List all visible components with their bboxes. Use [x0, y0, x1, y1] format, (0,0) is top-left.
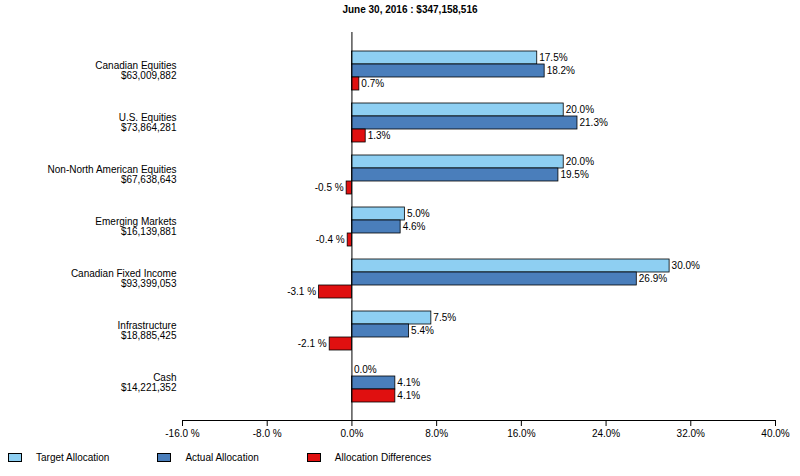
svg-text:Infrastructure$18,885,425: Infrastructure$18,885,425	[118, 320, 177, 341]
html-text:June 30, 2016 : $347,158,516: June 30, 2016 : $347,158,516	[342, 4, 478, 15]
svg-text:7.5%: 7.5%	[433, 312, 456, 323]
svg-text:0.0%: 0.0%	[354, 364, 377, 375]
svg-text:Non-North American Equities$67: Non-North American Equities$67,638,643	[48, 164, 177, 185]
svg-text:-16.0 %: -16.0 %	[165, 428, 200, 439]
html-text:Target Allocation: Target Allocation	[36, 451, 110, 463]
html-text:Actual Allocation: Actual Allocation	[185, 451, 259, 463]
svg-text:Canadian Equities$63,009,882: Canadian Equities$63,009,882	[95, 60, 177, 81]
svg-text:20.0%: 20.0%	[566, 104, 594, 115]
svg-text:26.9%: 26.9%	[639, 273, 667, 284]
svg-text:30.0%: 30.0%	[672, 260, 700, 271]
svg-text:-3.1 %: -3.1 %	[287, 286, 316, 297]
svg-text:18.2%: 18.2%	[547, 65, 575, 76]
svg-text:5.4%: 5.4%	[411, 325, 434, 336]
svg-text:4.1%: 4.1%	[397, 377, 420, 388]
svg-text:-0.5 %: -0.5 %	[315, 182, 344, 193]
svg-text:4.1%: 4.1%	[397, 390, 420, 401]
svg-text:Cash$14,221,352: Cash$14,221,352	[121, 372, 177, 393]
svg-text:0.7%: 0.7%	[361, 78, 384, 89]
svg-text:20.0%: 20.0%	[566, 156, 594, 167]
html-text:Allocation Differences: Allocation Differences	[334, 451, 432, 463]
svg-text:32.0%: 32.0%	[677, 428, 705, 439]
svg-text:0.0%: 0.0%	[341, 428, 364, 439]
svg-text:17.5%: 17.5%	[539, 52, 567, 63]
svg-text:Emerging Markets$16,139,881: Emerging Markets$16,139,881	[95, 216, 177, 237]
svg-text:16.0%: 16.0%	[507, 428, 535, 439]
svg-text:5.0%: 5.0%	[407, 208, 430, 219]
svg-text:-2.1 %: -2.1 %	[298, 338, 327, 349]
svg-text:U.S. Equities$73,864,281: U.S. Equities$73,864,281	[119, 112, 177, 133]
svg-text:19.5%: 19.5%	[560, 169, 588, 180]
svg-text:-8.0 %: -8.0 %	[253, 428, 282, 439]
svg-text:4.6%: 4.6%	[403, 221, 426, 232]
svg-text:40.0%: 40.0%	[761, 428, 789, 439]
svg-text:8.0%: 8.0%	[425, 428, 448, 439]
svg-text:Canadian Fixed Income$93,399,0: Canadian Fixed Income$93,399,053	[71, 268, 177, 289]
svg-text:-0.4 %: -0.4 %	[316, 234, 345, 245]
svg-text:21.3%: 21.3%	[579, 117, 607, 128]
svg-text:1.3%: 1.3%	[368, 130, 391, 141]
svg-text:24.0%: 24.0%	[592, 428, 620, 439]
